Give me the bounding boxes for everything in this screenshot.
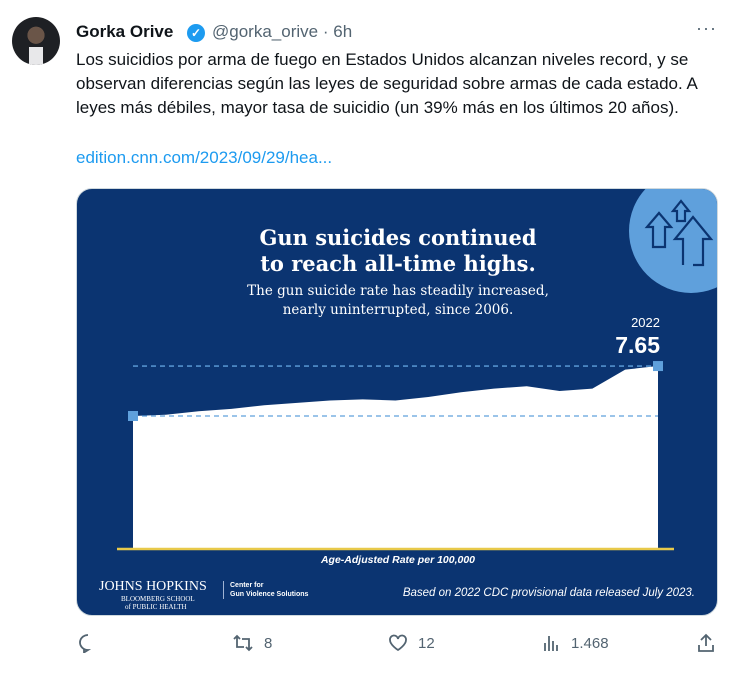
- retweet-button[interactable]: 8: [232, 633, 272, 653]
- center-logo: Center for Gun Violence Solutions: [223, 581, 308, 599]
- tweet-link[interactable]: edition.cnn.com/2023/09/29/hea...: [76, 148, 333, 167]
- card-subtitle-line2: nearly uninterrupted, since 2006.: [282, 302, 514, 318]
- like-button[interactable]: 12: [388, 633, 435, 653]
- share-icon: [698, 633, 714, 652]
- card-title-line2: to reach all-time highs.: [260, 251, 536, 276]
- like-count: 12: [418, 634, 435, 652]
- end-year-label: 2022: [631, 315, 660, 330]
- area-series: [133, 366, 658, 548]
- center-line2: Gun Violence Solutions: [230, 591, 309, 598]
- retweet-count: 8: [264, 634, 273, 652]
- share-button[interactable]: [696, 633, 716, 653]
- start-year-label: 2006: [138, 429, 167, 444]
- logo-sub2: of PUBLIC HEALTH: [125, 603, 187, 611]
- start-point-marker: [128, 411, 138, 421]
- tweet-text: Los suicidios por arma de fuego en Estad…: [76, 50, 697, 117]
- arrows-up-icon: [629, 189, 717, 293]
- verified-badge-icon: ✓: [187, 24, 205, 42]
- logo-sub1: BLOOMBERG SCHOOL: [121, 595, 195, 603]
- card-subtitle-line1: The gun suicide rate has steadily increa…: [247, 283, 549, 299]
- end-point-marker: [653, 361, 663, 372]
- reply-button[interactable]: [78, 633, 98, 653]
- source-note: Based on 2022 CDC provisional data relea…: [402, 587, 695, 599]
- views-icon: [544, 636, 558, 651]
- logo-name: JOHNS HOPKINS: [99, 579, 207, 594]
- more-dots-icon[interactable]: ···: [696, 18, 717, 38]
- views-count: 1.468: [571, 634, 609, 652]
- avatar[interactable]: [12, 17, 60, 65]
- start-value-label: 5.55: [137, 447, 182, 473]
- card-title-line1: Gun suicides continued: [259, 225, 537, 250]
- area-chart: [117, 361, 674, 551]
- handle-text[interactable]: @gorka_orive: [212, 22, 319, 41]
- y-axis-label: Age-Adjusted Rate per 100,000: [320, 554, 476, 566]
- reply-icon: [79, 634, 92, 653]
- end-value-label: 7.65: [615, 332, 660, 358]
- separator: ·: [322, 22, 329, 41]
- author-handle[interactable]: @gorka_orive · 6h: [212, 22, 352, 42]
- tweet-image[interactable]: Gun suicides continued to reach all-time…: [76, 188, 718, 616]
- center-line1: Center for: [230, 582, 264, 589]
- views-button[interactable]: 1.468: [541, 633, 609, 653]
- heart-icon: [389, 634, 407, 652]
- timestamp[interactable]: 6h: [333, 22, 353, 41]
- retweet-icon: [233, 634, 253, 652]
- author-name[interactable]: Gorka Orive: [76, 22, 174, 41]
- johns-hopkins-logo: JOHNS HOPKINS BLOOMBERG SCHOOL of PUBLIC…: [99, 577, 207, 611]
